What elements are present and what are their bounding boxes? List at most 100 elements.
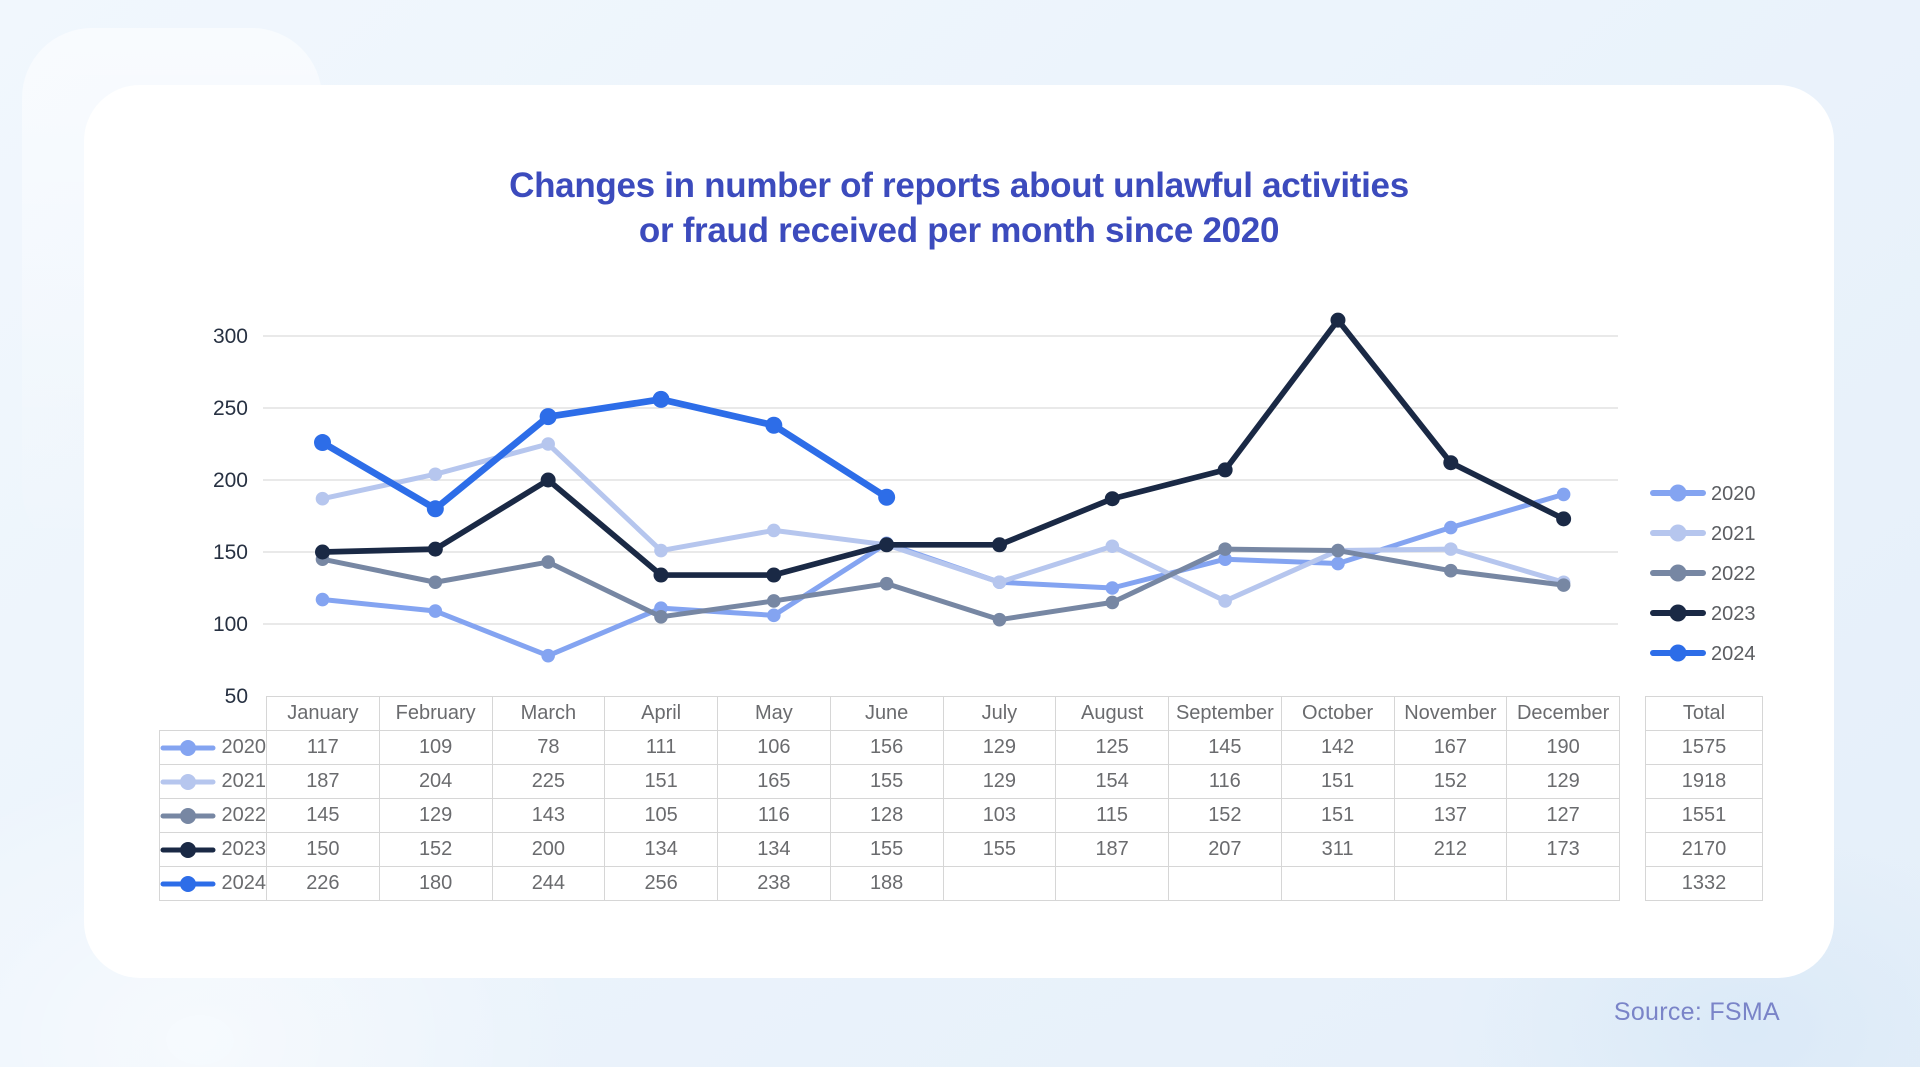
source-credit: Source: FSMA <box>1613 998 1780 1026</box>
value-cell-2020-may: 106 <box>717 730 831 765</box>
value-cell-2022-october: 151 <box>1280 798 1395 833</box>
value-cell-2023-may: 134 <box>717 832 831 867</box>
month-header-january: January <box>266 696 380 731</box>
total-cell-2024: 1332 <box>1645 866 1763 901</box>
y-tick-label-150: 150 <box>213 541 248 564</box>
table-row-2024: 2024 226 180 244 256 238 188 <box>159 866 1620 901</box>
year-cell-2022: 2022 <box>159 798 267 833</box>
value-cell-2024-june: 188 <box>829 866 944 901</box>
value-cell-2021-september: 116 <box>1168 764 1282 799</box>
value-cell-2024-january: 226 <box>266 866 380 901</box>
table-corner-cell <box>160 697 267 731</box>
value-cell-2023-august: 187 <box>1055 832 1169 867</box>
chart-title-line-2: or fraud received per month since 2020 <box>638 211 1280 250</box>
data-table: January February March April May June July Augu… <box>159 696 1620 901</box>
legend-item-2023: 2023 <box>1650 603 1756 625</box>
series-point-2023-5 <box>879 537 895 553</box>
month-header-october: October <box>1280 696 1395 731</box>
value-cell-2024-december <box>1506 866 1620 901</box>
series-point-2024-4 <box>765 416 783 434</box>
value-cell-2020-august: 125 <box>1055 730 1169 765</box>
month-header-may: May <box>717 696 831 731</box>
legend-label-2021: 2021 <box>1711 523 1756 545</box>
chart-title: Changes in number of reports about unlaw… <box>84 163 1834 253</box>
month-header-november: November <box>1393 696 1508 731</box>
value-cell-2023-december: 173 <box>1506 832 1620 867</box>
year-label-2022: 2022 <box>221 804 267 826</box>
value-cell-2024-september <box>1168 866 1282 901</box>
series-point-2023-2 <box>540 472 556 488</box>
series-point-2022-11 <box>1556 578 1571 592</box>
month-header-july: July <box>942 696 1057 731</box>
value-cell-2022-february: 129 <box>378 798 493 833</box>
total-table: Total 1575 1918 1551 2170 1332 <box>1645 696 1763 901</box>
series-point-2023-3 <box>653 567 669 583</box>
value-cell-2024-august <box>1055 866 1169 901</box>
series-point-2021-7 <box>1105 539 1120 554</box>
legend-item-2024: 2024 <box>1650 643 1756 665</box>
value-cell-2021-october: 151 <box>1280 764 1395 799</box>
year-label-2020: 2020 <box>221 736 267 758</box>
value-cell-2023-november: 212 <box>1393 832 1508 867</box>
series-point-2022-5 <box>879 576 894 591</box>
value-cell-2024-march: 244 <box>491 866 606 901</box>
value-cell-2024-july <box>942 866 1057 901</box>
series-marker-2023 <box>160 841 216 858</box>
series-point-2022-4 <box>767 594 781 608</box>
series-point-2020-4 <box>767 608 781 623</box>
value-cell-2021-november: 152 <box>1393 764 1508 799</box>
series-point-2021-8 <box>1218 594 1232 608</box>
series-line-2021 <box>320 441 1567 604</box>
value-cell-2024-may: 238 <box>717 866 831 901</box>
value-cell-2022-september: 152 <box>1168 798 1282 833</box>
legend-label-2022: 2022 <box>1711 563 1756 585</box>
y-tick-label-250: 250 <box>213 397 248 420</box>
legend-label-2024: 2024 <box>1711 643 1756 665</box>
year-cell-2024: 2024 <box>159 866 267 901</box>
value-cell-2021-december: 129 <box>1506 764 1620 799</box>
value-cell-2020-september: 145 <box>1168 730 1282 765</box>
series-point-2023-9 <box>1330 312 1346 328</box>
series-line-2024 <box>319 396 891 513</box>
month-header-september: September <box>1168 696 1282 731</box>
month-header-december: December <box>1506 696 1620 731</box>
total-row-2021: 1918 <box>1645 764 1763 799</box>
series-point-2023-8 <box>1217 462 1233 478</box>
year-label-2021: 2021 <box>221 770 267 792</box>
legend-marker-dot-2023 <box>1669 604 1687 622</box>
value-cell-2021-july: 129 <box>942 764 1057 799</box>
value-cell-2022-march: 143 <box>491 798 606 833</box>
series-point-2020-10 <box>1444 520 1458 535</box>
value-cell-2024-october <box>1280 866 1395 901</box>
value-cell-2022-may: 116 <box>717 798 831 833</box>
series-marker-2020 <box>160 739 216 756</box>
series-point-2021-2 <box>541 437 555 451</box>
value-cell-2022-june: 128 <box>829 798 944 833</box>
year-cell-2021: 2021 <box>159 764 267 799</box>
table-row-2021: 2021 187 204 225 151 165 155 129 154 116 151 152 129 <box>159 764 1620 799</box>
value-cell-2020-january: 117 <box>266 730 380 765</box>
value-cell-2020-december: 190 <box>1506 730 1620 765</box>
series-point-2023-6 <box>991 537 1007 553</box>
value-cell-2023-january: 150 <box>266 832 380 867</box>
value-cell-2023-february: 152 <box>378 832 493 867</box>
y-tick-label-300: 300 <box>213 325 248 348</box>
month-header-april: April <box>604 696 718 731</box>
total-row-2023: 2170 <box>1645 832 1763 867</box>
legend-item-2020: 2020 <box>1650 483 1756 505</box>
series-point-2021-1 <box>428 467 443 482</box>
value-cell-2023-april: 134 <box>604 832 718 867</box>
value-cell-2022-december: 127 <box>1506 798 1620 833</box>
total-row-2022: 1551 <box>1645 798 1763 833</box>
value-cell-2024-february: 180 <box>378 866 493 901</box>
value-cell-2024-november <box>1393 866 1508 901</box>
series-point-2020-2 <box>541 648 555 663</box>
chart-title-line-1: Changes in number of reports about unlaw… <box>509 166 1409 205</box>
value-cell-2022-november: 137 <box>1393 798 1508 833</box>
month-header-february: February <box>378 696 493 731</box>
series-marker-2021 <box>160 773 216 790</box>
series-point-2024-1 <box>426 500 444 518</box>
month-header-row: January February March April May June July Augu… <box>160 696 1620 731</box>
month-header-august: August <box>1055 696 1169 731</box>
